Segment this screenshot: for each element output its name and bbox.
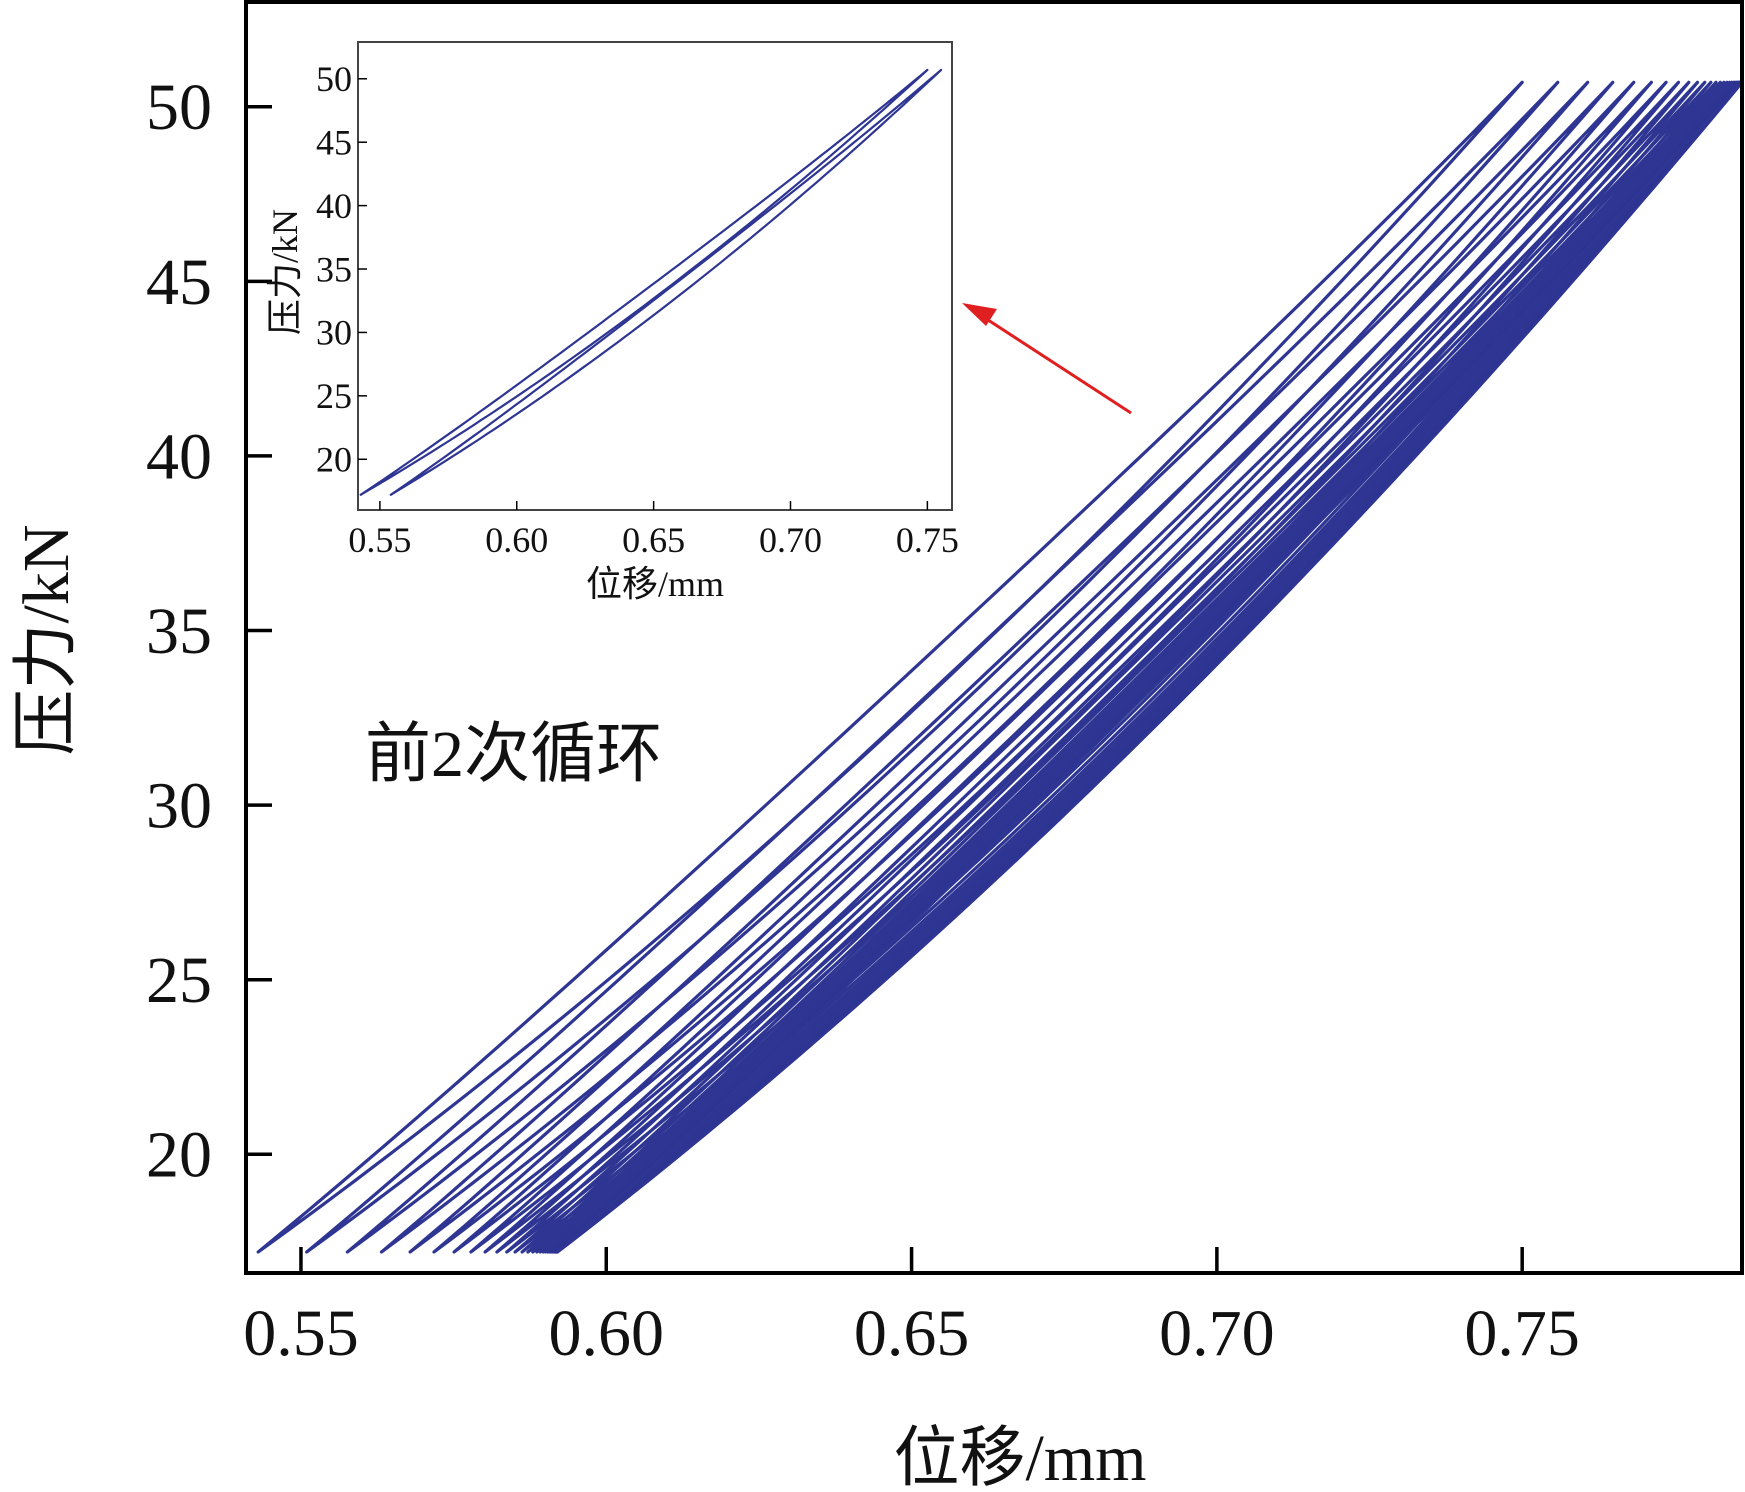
main-x-tick-label: 0.55	[243, 1297, 359, 1370]
main-x-axis: 0.55 0.60 0.65 0.70 0.75	[243, 1247, 1580, 1370]
inset-y-tick-label: 30	[316, 313, 352, 353]
main-x-tick-label: 0.60	[549, 1297, 665, 1370]
inset-plot-frame	[357, 41, 953, 511]
main-cycle-loop	[345, 80, 1590, 1254]
main-x-axis-title: 位移/mm	[893, 1422, 1146, 1492]
arrow-head	[962, 303, 997, 326]
main-plot-frame	[244, 0, 1744, 1275]
main-cycle-loop	[408, 80, 1636, 1254]
cycle-annotation: 前2次循环	[365, 718, 662, 791]
inset-y-axis: 20 25 30 35 40 45 50	[316, 59, 367, 480]
main-x-tick-label: 0.70	[1159, 1297, 1275, 1370]
inset-x-tick-label: 0.55	[348, 520, 411, 560]
inset-y-axis-title: 压力/kN	[265, 209, 305, 335]
inset-x-tick-label: 0.70	[759, 520, 822, 560]
inset-y-tick-label: 40	[316, 186, 352, 226]
main-cycle-loop	[469, 80, 1681, 1254]
main-cycle-loop	[432, 80, 1653, 1254]
main-x-tick-label: 0.65	[854, 1297, 970, 1370]
main-y-tick-label: 20	[146, 1119, 212, 1192]
arrow-shaft	[984, 316, 1132, 415]
main-y-tick-label: 45	[146, 246, 212, 319]
inset-background	[358, 42, 952, 510]
inset-cycle-loop	[359, 68, 929, 496]
inset-x-tick-label: 0.60	[485, 520, 548, 560]
main-cycle-loop	[531, 80, 1726, 1254]
inset-y-tick-label: 50	[316, 59, 352, 99]
inset-cycle-loop	[389, 68, 943, 496]
main-cycle-loop	[526, 80, 1722, 1254]
main-plot: 0.55 0.60 0.65 0.70 0.75 20 25 30 35 40 45 50 位移/m…	[10, 0, 1744, 1492]
main-series-loops	[256, 80, 1744, 1254]
main-cycle-loop	[520, 80, 1718, 1254]
inset-y-tick-label: 20	[316, 440, 352, 480]
inset-x-tick-label: 0.75	[896, 520, 959, 560]
inset-series-loops	[359, 68, 943, 496]
inset-y-tick-label: 45	[316, 122, 352, 162]
inset-y-tick-label: 35	[316, 249, 352, 289]
main-y-tick-label: 25	[146, 944, 212, 1017]
main-cycle-loop	[535, 80, 1729, 1254]
inset-x-axis-title: 位移/mm	[586, 564, 724, 604]
main-cycle-loop	[256, 80, 1524, 1254]
main-y-axis: 20 25 30 35 40 45 50	[146, 71, 272, 1192]
inset-x-tick-label: 0.65	[622, 520, 685, 560]
main-y-tick-label: 35	[146, 595, 212, 668]
main-y-tick-label: 50	[146, 71, 212, 144]
inset-y-tick-label: 25	[316, 376, 352, 416]
inset-x-axis: 0.55 0.60 0.65 0.70 0.75	[348, 501, 959, 560]
main-y-tick-label: 30	[146, 770, 212, 843]
main-cycle-loop	[379, 80, 1615, 1254]
main-y-axis-title: 压力/kN	[10, 525, 83, 756]
inset-plot: 0.55 0.60 0.65 0.70 0.75 20 25 30 35 40 45 50 位移/m…	[265, 41, 959, 604]
main-x-tick-label: 0.75	[1464, 1297, 1580, 1370]
inset-pointer-arrow	[962, 303, 1132, 415]
main-y-tick-label: 40	[146, 420, 212, 493]
